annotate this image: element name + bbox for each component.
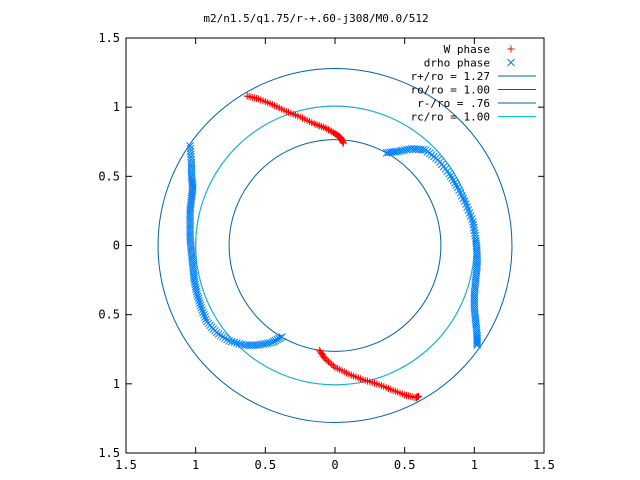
y-tick-label: 0 <box>113 239 120 253</box>
phase-point <box>473 341 481 349</box>
phase-point <box>449 176 458 185</box>
x-tick-label: 1.5 <box>115 458 137 472</box>
legend-label: r+/ro = 1.27 <box>411 70 490 83</box>
y-tick-label: 1 <box>113 377 120 391</box>
phase-point <box>193 290 201 298</box>
phase-point <box>419 145 428 154</box>
legend-label: rc/ro = 1.00 <box>411 111 490 124</box>
phase-point <box>452 181 461 189</box>
x-tick-label: 0 <box>331 458 338 472</box>
phase-point <box>256 340 265 349</box>
phase-point <box>227 337 236 346</box>
y-tick-label: 0.5 <box>98 169 120 183</box>
phase-point <box>339 139 347 147</box>
y-tick-label: 0.5 <box>98 308 120 322</box>
phase-point <box>473 339 481 348</box>
legend-label: drho phase <box>424 57 490 70</box>
phase-point <box>473 338 481 346</box>
phase-point <box>261 339 270 348</box>
legend-marker <box>507 45 515 53</box>
phase-point <box>190 278 199 287</box>
phase-point <box>196 301 205 310</box>
phase-point <box>254 341 263 349</box>
phase-point <box>192 287 201 296</box>
phase-point <box>200 310 208 319</box>
phase-point <box>235 339 244 348</box>
radius-circle-2 <box>157 68 513 423</box>
phase-point <box>445 169 454 178</box>
phase-point <box>199 308 207 317</box>
x-tick-label: 0.5 <box>394 458 416 472</box>
phase-point <box>415 392 423 400</box>
legend-marker <box>507 58 515 67</box>
y-tick-label: 1.5 <box>98 446 120 460</box>
phase-point <box>263 339 272 348</box>
phase-point <box>259 340 267 349</box>
series-0 <box>243 92 423 402</box>
phase-point <box>191 283 200 291</box>
axis-ticks: 1.5 1 0.5 0 0.5 1 1.51.510.500.511.5 <box>98 31 555 472</box>
phase-point <box>194 294 203 303</box>
phase-point <box>403 145 411 154</box>
legend-label: r-/ro = .76 <box>417 97 490 110</box>
phase-point <box>230 338 239 347</box>
phase-point <box>190 276 199 284</box>
phase-point <box>400 146 409 154</box>
phase-point <box>232 339 241 347</box>
phase-point <box>398 146 407 155</box>
phase-point <box>448 174 456 183</box>
y-tick-label: 1 <box>113 100 120 114</box>
x-tick-label: 1 <box>192 458 199 472</box>
chart-title: m2/n1.5/q1.75/r-+.60-j308/M0.0/512 <box>203 12 428 25</box>
phase-point <box>225 337 233 345</box>
phase-point <box>393 147 402 156</box>
phase-point <box>396 147 404 155</box>
x-tick-label: 0.5 <box>254 458 276 472</box>
x-tick-label: 1 <box>471 458 478 472</box>
legend-label: ro/ro = 1.00 <box>411 84 490 97</box>
phase-point <box>192 285 200 294</box>
x-tick-label: 1.5 <box>533 458 555 472</box>
series-1 <box>186 142 481 349</box>
phase-point <box>450 178 459 187</box>
y-tick-label: 1.5 <box>98 31 120 45</box>
data-layer <box>157 68 513 423</box>
radius-circle-4 <box>228 139 442 352</box>
legend-label: W phase <box>444 43 490 56</box>
phase-point <box>329 362 337 370</box>
phase-point <box>446 172 455 180</box>
phase-point <box>201 313 209 321</box>
phase-point <box>278 332 286 341</box>
phase-point <box>198 306 207 314</box>
phase-point <box>197 303 206 312</box>
phase-point <box>195 296 204 305</box>
phase-point <box>193 292 202 301</box>
phase-point <box>202 315 210 324</box>
phase-point <box>195 299 204 307</box>
phase-point <box>191 280 200 289</box>
